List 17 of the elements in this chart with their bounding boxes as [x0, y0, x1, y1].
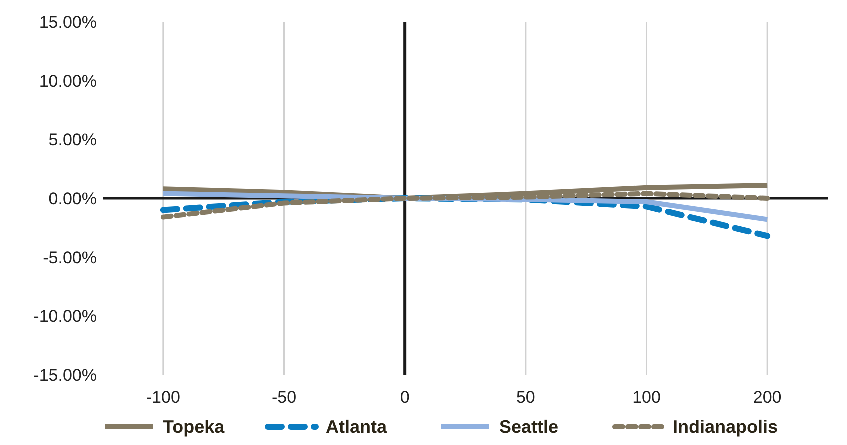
legend-label: Indianapolis [673, 417, 778, 437]
x-tick-label: -50 [272, 388, 297, 407]
y-tick-label: -10.00% [34, 307, 97, 326]
legend-label: Atlanta [326, 417, 388, 437]
legend-label: Seattle [500, 417, 559, 437]
y-tick-label: 15.00% [39, 12, 97, 32]
x-tick-label: 100 [632, 388, 661, 407]
x-tick-label: 200 [753, 388, 782, 407]
y-tick-label: -5.00% [43, 248, 97, 268]
y-tick-label: 5.00% [48, 130, 97, 150]
y-tick-label: 0.00% [48, 189, 97, 208]
y-tick-label: -15.00% [34, 366, 97, 385]
legend-label: Topeka [163, 417, 226, 437]
x-tick-label: 0 [400, 388, 410, 407]
x-tick-label: -100 [146, 388, 180, 407]
y-tick-label: 10.00% [39, 72, 97, 91]
x-tick-label: 50 [516, 388, 536, 407]
